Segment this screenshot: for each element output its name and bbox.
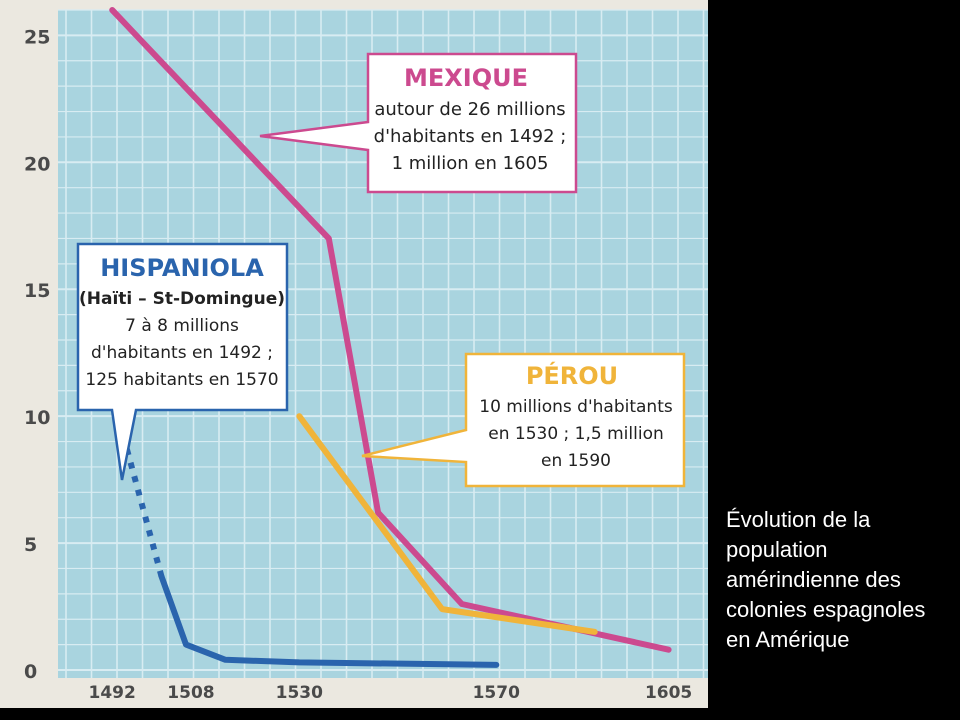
y-tick-label: 25 bbox=[24, 26, 50, 48]
series-line-perou bbox=[296, 413, 598, 635]
x-tick-label: 1492 bbox=[89, 683, 136, 703]
perou-callout: PÉROU 10 millions d'habitants en 1530 ; … bbox=[361, 352, 686, 488]
series-layer bbox=[109, 7, 672, 668]
hispaniola-callout-line-1: (Haïti – St-Domingue) bbox=[79, 289, 285, 309]
y-tick-label: 15 bbox=[24, 280, 50, 302]
y-tick-label: 20 bbox=[24, 153, 50, 175]
hispaniola-callout-bubble bbox=[76, 242, 289, 481]
mexique-callout-line-1: autour de 26 millions bbox=[374, 99, 565, 120]
y-axis-ticks: 0 5 10 15 20 25 bbox=[24, 26, 50, 683]
series-line-hispaniola bbox=[158, 573, 500, 668]
perou-callout-line-1: 10 millions d'habitants bbox=[479, 397, 673, 417]
x-tick-label: 1508 bbox=[167, 683, 214, 703]
perou-callout-line-2: en 1530 ; 1,5 million bbox=[488, 424, 664, 444]
figure-caption: Évolution de la population amérindienne … bbox=[726, 507, 926, 652]
perou-callout-line-3: en 1590 bbox=[541, 451, 611, 471]
mexique-callout-bubble bbox=[259, 52, 578, 194]
y-tick-label: 5 bbox=[24, 534, 37, 556]
mexique-callout-line-2: d'habitants en 1492 ; bbox=[374, 126, 567, 147]
x-tick-label: 1530 bbox=[276, 683, 323, 703]
mexique-callout-line-3: 1 million en 1605 bbox=[392, 153, 549, 174]
x-tick-label: 1605 bbox=[645, 683, 692, 703]
perou-callout-bubble bbox=[361, 352, 686, 488]
series-line-mexique bbox=[109, 7, 672, 653]
x-tick-label: 1570 bbox=[473, 683, 520, 703]
hispaniola-callout-line-3: d'habitants en 1492 ; bbox=[91, 343, 273, 363]
x-axis-ticks: 1492 1508 1530 1570 1605 bbox=[89, 683, 693, 703]
hispaniola-callout-title: HISPANIOLA bbox=[100, 254, 264, 282]
hispaniola-callout-line-4: 125 habitants en 1570 bbox=[85, 370, 278, 390]
y-tick-label: 10 bbox=[24, 407, 50, 429]
hispaniola-callout: HISPANIOLA (Haïti – St-Domingue) 7 à 8 m… bbox=[76, 242, 289, 481]
perou-callout-title: PÉROU bbox=[526, 361, 618, 390]
hispaniola-callout-line-2: 7 à 8 millions bbox=[125, 316, 239, 336]
y-tick-label: 0 bbox=[24, 661, 37, 683]
mexique-callout: MEXIQUE autour de 26 millions d'habitant… bbox=[259, 52, 578, 194]
mexique-callout-title: MEXIQUE bbox=[404, 64, 528, 92]
